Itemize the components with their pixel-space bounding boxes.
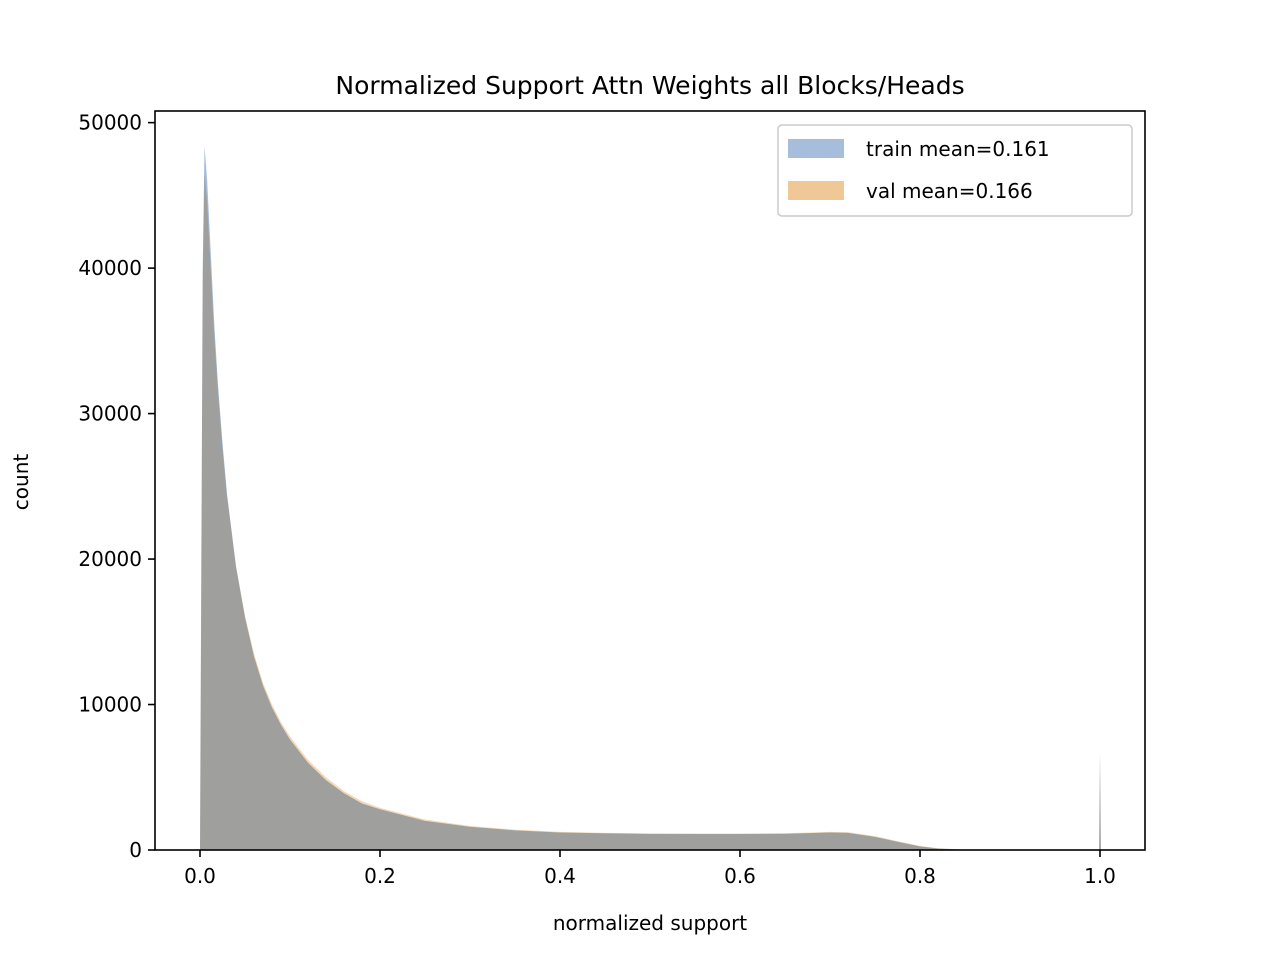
legend: train mean=0.161 val mean=0.166 [777,124,1133,217]
histogram-series [200,145,1101,850]
y-tick-label: 0 [129,838,142,862]
legend-frame [777,124,1133,217]
histogram-area-val [200,173,1101,850]
y-tick-label: 50000 [78,111,142,135]
x-tick-label: 0.4 [544,864,576,888]
y-tick-label: 40000 [78,256,142,280]
plot-area [200,145,1101,850]
y-tick-label: 20000 [78,547,142,571]
plot-frame [154,110,1146,851]
y-tick-label: 30000 [78,402,142,426]
legend-swatch-train [788,139,844,158]
chart-title: Normalized Support Attn Weights all Bloc… [335,71,964,100]
legend-label-train: train mean=0.161 [866,137,1050,161]
x-tick-label: 0.2 [364,864,396,888]
x-tick-label: 0.0 [184,864,216,888]
legend-label-val: val mean=0.166 [866,179,1033,203]
y-axis-label: count [9,454,33,511]
y-tick-label: 10000 [78,693,142,717]
legend-swatch-val [788,181,844,200]
x-axis-label: normalized support [553,911,747,935]
x-tick-label: 0.8 [904,864,936,888]
x-tick-label: 1.0 [1084,864,1116,888]
axes: 0.0 0.2 0.4 0.6 0.8 1.0 0 10000 20000 30000 40000 5… [78,110,1146,888]
x-tick-label: 0.6 [724,864,756,888]
